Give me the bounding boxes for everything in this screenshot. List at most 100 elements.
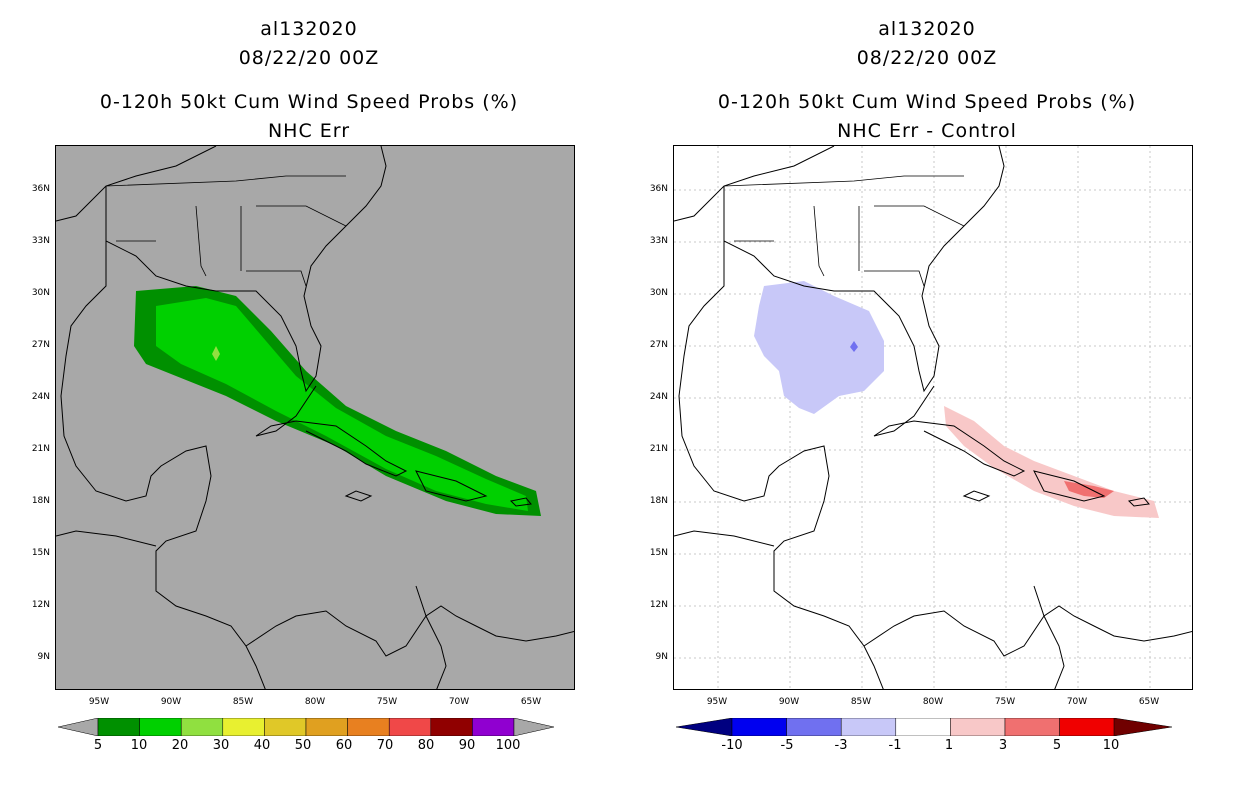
lat-label: 9N — [655, 652, 668, 662]
colorbar-label: 90 — [458, 738, 476, 753]
state-borders — [723, 175, 965, 287]
lat-label: 12N — [31, 600, 50, 610]
lat-label: 30N — [649, 288, 668, 298]
coastlines — [674, 146, 1192, 689]
colorbar-label: 40 — [253, 738, 271, 753]
colorbar-high-arrow — [1113, 718, 1172, 736]
colorbar-cell — [264, 718, 307, 736]
storm-id: al132020 — [260, 18, 358, 40]
colorbar-cell — [786, 718, 842, 736]
colorbar-cell — [950, 718, 1006, 736]
lat-label: 12N — [649, 600, 668, 610]
colorbar-cell — [97, 718, 140, 736]
lon-label: 75W — [376, 697, 398, 707]
colorbar-low-arrow — [58, 718, 99, 736]
colorbar-cell — [180, 718, 224, 736]
lat-label: 24N — [649, 392, 668, 402]
subtitle: NHC Err - Control — [837, 120, 1017, 142]
lat-label: 21N — [649, 444, 668, 454]
datetime: 08/22/20 00Z — [238, 47, 380, 69]
product-title: 0-120h 50kt Cum Wind Speed Probs (%) — [717, 91, 1137, 113]
colorbar-label: -3 — [834, 738, 848, 753]
lon-label: 85W — [232, 697, 254, 707]
positive-diff-region — [944, 406, 1159, 518]
lat-label: 21N — [31, 444, 50, 454]
right-panel: al132020 08/22/20 00Z 0-120h 50kt Cum Wi… — [618, 0, 1236, 800]
negative-diff-spot — [850, 341, 858, 352]
positive-diff-core — [1064, 481, 1114, 498]
lon-label: 65W — [1138, 697, 1160, 707]
lon-label: 70W — [1066, 697, 1088, 707]
map-graphic — [56, 146, 574, 689]
lon-label: 80W — [304, 697, 326, 707]
lon-label: 95W — [88, 697, 110, 707]
colorbar-cell — [1059, 718, 1115, 736]
lat-label: 36N — [31, 184, 50, 194]
colorbar-label: 1 — [944, 738, 954, 753]
lon-label: 90W — [160, 697, 182, 707]
left-panel: al132020 08/22/20 00Z 0-120h 50kt Cum Wi… — [31, 18, 575, 753]
lon-label: 80W — [922, 697, 944, 707]
colorbar-label: -5 — [780, 738, 794, 753]
colorbar-cell — [1004, 718, 1060, 736]
colorbar — [58, 718, 554, 736]
colorbar-cell — [388, 718, 432, 736]
state-borders — [105, 175, 347, 287]
colorbar-label: 70 — [376, 738, 394, 753]
colorbar-label: 3 — [998, 738, 1008, 753]
lat-label: 27N — [649, 340, 668, 350]
colorbar-label: -1 — [888, 738, 902, 753]
colorbar-cell — [895, 718, 951, 736]
swath-20-30 — [212, 346, 220, 361]
probability-map — [55, 145, 575, 690]
grid-lines — [674, 146, 1192, 689]
map-graphic — [674, 146, 1192, 689]
colorbar-cell — [347, 718, 390, 736]
colorbar-label: 20 — [171, 738, 189, 753]
lat-label: 24N — [31, 392, 50, 402]
colorbar-label: 80 — [417, 738, 435, 753]
difference-map — [673, 145, 1193, 690]
colorbar-label: 30 — [212, 738, 230, 753]
colorbar-label: 10 — [130, 738, 148, 753]
colorbar-label: -10 — [721, 738, 743, 753]
lat-label: 33N — [31, 236, 50, 246]
lat-label: 27N — [31, 340, 50, 350]
lat-label: 18N — [649, 496, 668, 506]
lat-label: 15N — [649, 548, 668, 558]
colorbar-label: 50 — [294, 738, 312, 753]
colorbar-cell — [731, 718, 787, 736]
colorbar-cell — [139, 718, 182, 736]
lat-label: 30N — [31, 288, 50, 298]
lat-label: 9N — [37, 652, 50, 662]
storm-id: al132020 — [878, 18, 976, 40]
colorbar-label: 5 — [93, 738, 103, 753]
subtitle: NHC Err — [267, 120, 351, 142]
colorbar-label: 100 — [495, 738, 521, 753]
colorbar-label: 5 — [1052, 738, 1062, 753]
lon-label: 90W — [778, 697, 800, 707]
lat-label: 18N — [31, 496, 50, 506]
colorbar-cell — [840, 718, 897, 736]
colorbar-cell — [222, 718, 265, 736]
colorbar-high-arrow — [513, 718, 554, 736]
lon-label: 95W — [706, 697, 728, 707]
colorbar-cell — [472, 718, 515, 736]
negative-diff-region — [754, 281, 884, 414]
colorbar-label: 60 — [335, 738, 353, 753]
product-title: 0-120h 50kt Cum Wind Speed Probs (%) — [99, 91, 519, 113]
colorbar — [676, 718, 1172, 736]
lat-label: 36N — [649, 184, 668, 194]
lat-label: 33N — [649, 236, 668, 246]
lon-label: 75W — [994, 697, 1016, 707]
colorbar-cell — [430, 718, 473, 736]
colorbar-label: 10 — [1102, 738, 1120, 753]
colorbar-low-arrow — [676, 718, 733, 736]
colorbar-cell — [305, 718, 348, 736]
lon-label: 70W — [448, 697, 470, 707]
lon-label: 85W — [850, 697, 872, 707]
lat-label: 15N — [31, 548, 50, 558]
datetime: 08/22/20 00Z — [856, 47, 998, 69]
swath-10-20 — [156, 298, 528, 511]
lon-label: 65W — [520, 697, 542, 707]
